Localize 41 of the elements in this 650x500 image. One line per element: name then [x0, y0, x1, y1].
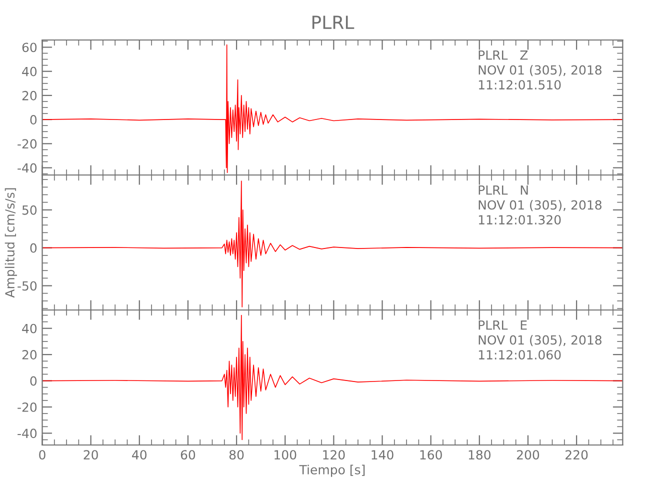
x-tick-label: 80	[229, 450, 244, 460]
annotation: NOV 01 (305), 2018	[478, 335, 602, 346]
line-series	[42, 314, 623, 440]
chart-title: PLRL	[312, 16, 354, 29]
line-series	[42, 44, 623, 174]
line-series	[42, 180, 623, 308]
x-tick-label: 160	[420, 450, 442, 460]
y-tick-label: -20	[18, 139, 37, 149]
y-tick-label: -40	[18, 428, 37, 438]
x-axis-title: Tiempo [s]	[299, 464, 365, 477]
y-tick-label: 50	[22, 205, 37, 215]
y-tick-label: 60	[22, 42, 37, 52]
x-tick-label: 140	[372, 450, 394, 460]
annotation: PLRL Z	[478, 50, 528, 60]
annotation: NOV 01 (305), 2018	[478, 200, 602, 212]
y-tick-label: -20	[18, 402, 37, 412]
annotation: NOV 01 (305), 2018	[478, 65, 602, 76]
annotation: 11:12:01.060	[478, 350, 561, 360]
x-tick-label: 40	[132, 450, 147, 460]
x-tick-label: 220	[566, 450, 588, 460]
y-tick-label: 0	[30, 243, 37, 253]
x-tick-label: 60	[180, 450, 196, 460]
y-axis-title: Amplitud [cm/s/s]	[4, 188, 17, 298]
x-tick-label: 100	[274, 450, 296, 460]
y-tick-label: 40	[22, 324, 37, 334]
annotation: PLRL E	[478, 320, 527, 330]
x-tick-label: 180	[468, 450, 491, 460]
x-tick-label: 0	[39, 450, 46, 460]
x-tick-label: 20	[84, 450, 98, 460]
y-tick-label: 40	[22, 66, 37, 76]
annotation: PLRL N	[478, 186, 528, 195]
y-tick-label: 20	[22, 350, 37, 360]
annotation: 11:12:01.510	[478, 80, 561, 90]
y-tick-label: 0	[30, 376, 37, 386]
annotation: 11:12:01.320	[478, 215, 561, 225]
y-tick-label: -40	[18, 163, 37, 173]
y-tick-label: 20	[22, 90, 37, 100]
y-tick-label: 0	[30, 115, 37, 124]
x-tick-label: 200	[516, 450, 540, 460]
y-tick-label: -50	[18, 281, 37, 291]
x-tick-label: 120	[323, 450, 345, 460]
